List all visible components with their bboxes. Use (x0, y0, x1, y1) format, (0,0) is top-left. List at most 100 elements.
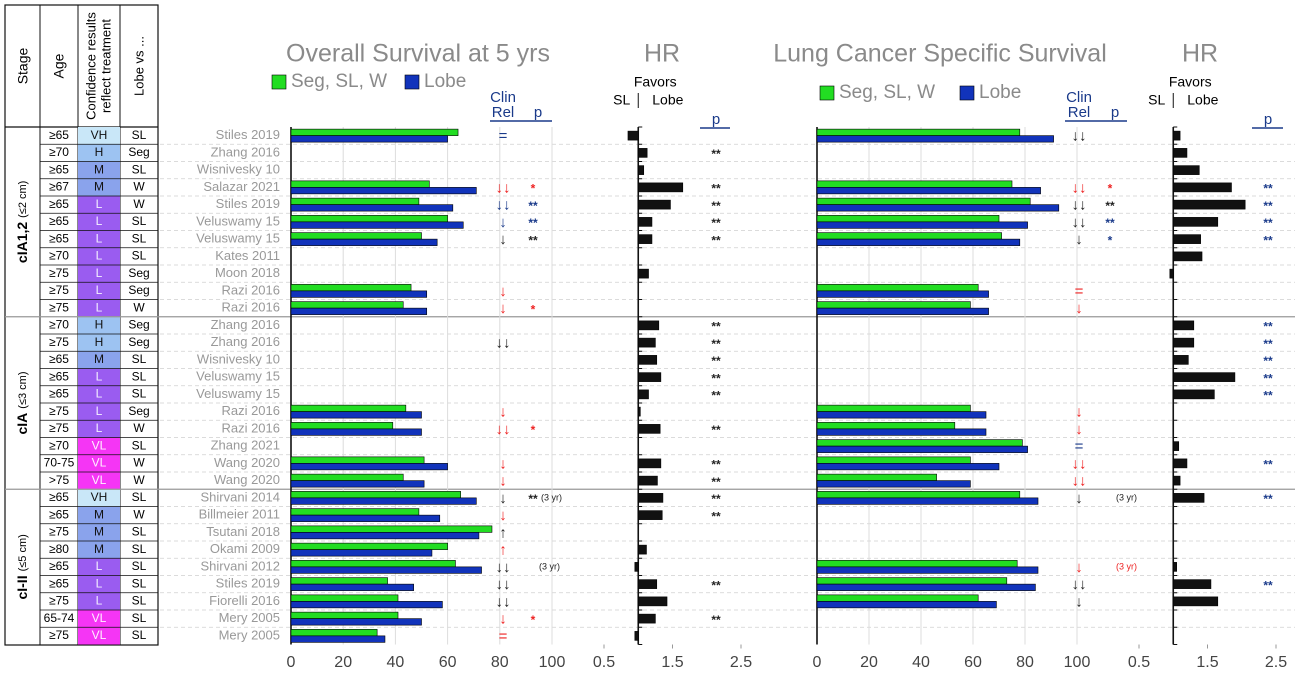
clin-rel-marker: ↑ (499, 542, 507, 559)
bar (1172, 182, 1232, 193)
confidence-cell (78, 610, 120, 628)
bar (290, 187, 477, 195)
clin-rel-marker: ↓↓ (496, 559, 511, 576)
confidence-cell (78, 247, 120, 265)
p-marker: ** (711, 613, 721, 627)
clin-rel-marker: ↓ (499, 283, 507, 300)
legend-swatch (959, 85, 975, 101)
bar (816, 221, 1028, 229)
bar (290, 307, 428, 315)
legend-label: Seg, SL, W (839, 82, 935, 103)
favors-right: Lobe (652, 92, 683, 108)
confidence-cell (78, 506, 120, 524)
study-label: Stiles 2019 (216, 127, 280, 142)
x-tick-label: 1.5 (661, 654, 683, 671)
confidence-cell-text: M (94, 352, 104, 366)
bar (637, 199, 671, 210)
bar (1172, 493, 1205, 503)
clin-rel-marker: = (1075, 283, 1084, 300)
p-marker: ** (711, 320, 721, 334)
bar (637, 493, 664, 503)
confidence-cell (78, 265, 120, 283)
age-cell: ≥75 (49, 525, 69, 539)
bar (1172, 130, 1181, 141)
study-label: Veluswamy 15 (196, 386, 280, 401)
age-cell: ≥65 (49, 162, 69, 176)
bar (290, 566, 482, 574)
x-tick-label: 0 (813, 654, 822, 671)
study-label: Zhang 2016 (211, 144, 280, 159)
p-marker: ** (711, 233, 721, 247)
chart-title: Overall Survival at 5 yrs (286, 40, 550, 68)
study-label: Razi 2016 (221, 403, 280, 418)
bar (290, 204, 454, 212)
clin-rel-marker: ↓ (499, 404, 507, 421)
bar (290, 560, 456, 568)
age-cell: ≥65 (49, 352, 69, 366)
age-cell: ≥75 (49, 594, 69, 608)
p-marker: ** (1263, 389, 1273, 403)
bar (816, 491, 1021, 499)
bar (637, 544, 647, 555)
bar (627, 130, 639, 141)
p-note: (3 yr) (541, 492, 562, 502)
clin-rel-marker: ↓ (499, 473, 507, 490)
lobe-vs-cell: SL (132, 542, 147, 556)
bar (637, 596, 668, 607)
clin-rel-marker: ↓ (499, 490, 507, 507)
confidence-cell-text: L (96, 594, 103, 608)
study-label: Razi 2016 (221, 420, 280, 435)
study-label: Okami 2009 (210, 541, 280, 556)
clin-rel-marker: ↓ (499, 231, 507, 248)
bar (816, 215, 1000, 223)
header-lobe-vs: Lobe vs ... (131, 36, 146, 96)
bar (816, 238, 1021, 246)
p-header: p (534, 104, 542, 121)
confidence-cell (78, 454, 120, 472)
lobe-vs-cell: W (133, 473, 145, 487)
study-label: Tsutani 2018 (206, 524, 280, 539)
age-cell: ≥75 (49, 283, 69, 297)
lobe-vs-cell: SL (132, 594, 147, 608)
lobe-vs-cell: SL (132, 438, 147, 452)
bar (290, 301, 404, 309)
study-label: Shirvani 2014 (201, 489, 281, 504)
bar (1172, 251, 1203, 262)
favors-right: Lobe (1187, 92, 1218, 108)
p-marker: ** (1263, 199, 1273, 213)
p-marker: ** (1263, 233, 1273, 247)
bar (290, 238, 438, 246)
age-cell: ≥75 (49, 628, 69, 642)
bar (1172, 441, 1180, 451)
p-marker: ** (711, 509, 721, 523)
clin-rel-marker: ↓↓ (496, 421, 511, 438)
clin-header: Rel (1068, 104, 1091, 121)
p-marker: ** (711, 182, 721, 196)
confidence-cell-text: VH (91, 128, 108, 142)
bar (1169, 268, 1174, 279)
confidence-cell (78, 178, 120, 196)
bar (290, 491, 461, 499)
bar (637, 389, 649, 400)
age-cell: ≥65 (49, 387, 69, 401)
age-cell: ≥65 (49, 507, 69, 521)
age-cell: ≥65 (49, 231, 69, 245)
bar (634, 562, 639, 572)
x-tick-label: 80 (491, 654, 509, 671)
favors-left: SL (613, 92, 630, 108)
confidence-cell-text: VL (92, 438, 107, 452)
p-header: p (712, 111, 720, 128)
x-tick-label: 2.5 (1265, 654, 1287, 671)
age-cell: ≥65 (49, 369, 69, 383)
lobe-vs-cell: SL (132, 628, 147, 642)
bar (290, 542, 448, 550)
age-cell: ≥65 (49, 197, 69, 211)
bar (1172, 337, 1195, 348)
bar (816, 290, 989, 298)
bar (290, 456, 425, 464)
x-tick-label: 100 (1064, 654, 1091, 671)
lobe-vs-cell: SL (132, 611, 147, 625)
bar (637, 165, 645, 175)
bar (816, 439, 1023, 447)
